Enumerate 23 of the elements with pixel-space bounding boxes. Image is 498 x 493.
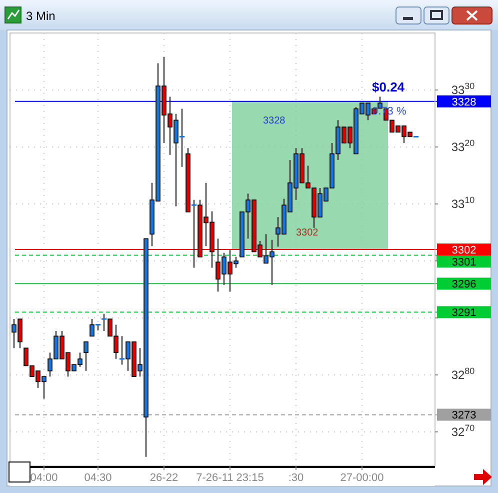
x-tick-label: :30 [288,472,304,484]
x-tick-label: 04:30 [84,472,112,484]
y-tick-label: 32$^{80}$ [451,366,475,382]
ref-line-label: 3301 [452,256,476,268]
ref-line-label: 3273 [452,410,476,422]
chart-title: 3 Min [26,9,56,23]
y-tick-label: 33$^{20}$ [451,138,475,154]
y-tick-label: 32$^{70}$ [451,422,475,439]
x-tick-label: 26-22 [150,472,178,484]
x-tick-label: 7-26-11 23:15 [196,472,264,484]
x-tick-label: 27-00:00 [340,472,384,484]
ref-line-label: 3291 [452,307,476,320]
candlestick [84,341,88,372]
annotation: $0.24 [372,79,406,94]
annotation: 3302 [296,228,319,238]
ref-line-label: 3296 [452,278,476,291]
y-tick-label: 33$^{30}$ [451,80,475,97]
y-tick-label: 33$^{10}$ [451,194,475,211]
annotation: 3328 [263,115,286,126]
ref-line-label: 3302 [452,244,476,256]
annotation: 0.73 % [372,105,406,118]
x-tick-label: 04:00 [30,472,58,484]
ref-line-label: 3328 [452,96,476,108]
